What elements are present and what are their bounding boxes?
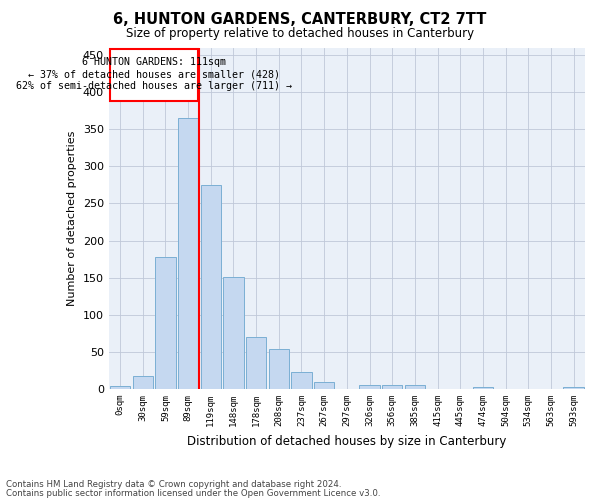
Bar — [155, 257, 176, 389]
Text: Size of property relative to detached houses in Canterbury: Size of property relative to detached ho… — [126, 28, 474, 40]
Text: 6, HUNTON GARDENS, CANTERBURY, CT2 7TT: 6, HUNTON GARDENS, CANTERBURY, CT2 7TT — [113, 12, 487, 28]
Bar — [404, 384, 425, 389]
Text: 62% of semi-detached houses are larger (711) →: 62% of semi-detached houses are larger (… — [16, 81, 292, 91]
Bar — [110, 386, 130, 389]
Bar — [269, 349, 289, 389]
Bar — [178, 118, 199, 389]
Bar — [473, 387, 493, 389]
Text: 6 HUNTON GARDENS: 111sqm: 6 HUNTON GARDENS: 111sqm — [82, 57, 226, 67]
Bar — [133, 376, 153, 389]
Text: Contains HM Land Registry data © Crown copyright and database right 2024.: Contains HM Land Registry data © Crown c… — [6, 480, 341, 489]
Bar — [359, 384, 380, 389]
Y-axis label: Number of detached properties: Number of detached properties — [67, 130, 77, 306]
Bar — [291, 372, 312, 389]
Bar — [246, 337, 266, 389]
Bar — [110, 49, 199, 101]
Bar — [563, 387, 584, 389]
Bar — [200, 185, 221, 389]
Bar — [382, 386, 403, 389]
Bar — [223, 277, 244, 389]
Bar — [314, 382, 334, 389]
Text: Contains public sector information licensed under the Open Government Licence v3: Contains public sector information licen… — [6, 489, 380, 498]
Text: ← 37% of detached houses are smaller (428): ← 37% of detached houses are smaller (42… — [28, 69, 280, 79]
X-axis label: Distribution of detached houses by size in Canterbury: Distribution of detached houses by size … — [187, 434, 506, 448]
